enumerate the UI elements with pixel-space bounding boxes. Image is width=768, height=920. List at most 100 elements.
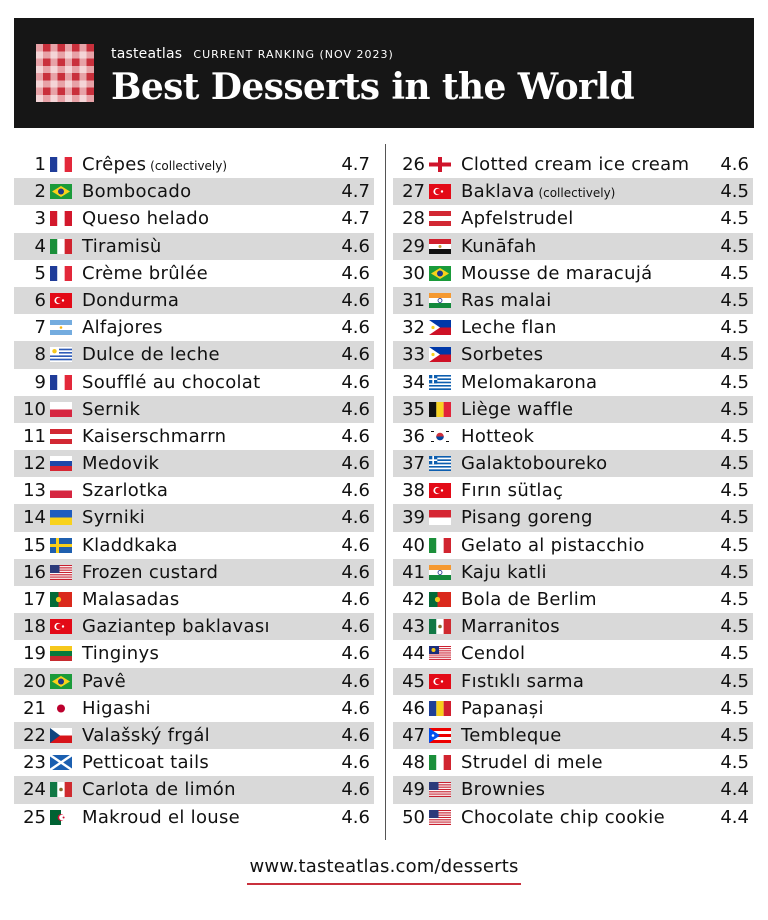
rating-value: 4.6 [341, 317, 370, 339]
dessert-name[interactable]: Baklava (collectively) [461, 178, 615, 207]
rating-value: 4.6 [341, 752, 370, 774]
dessert-name[interactable]: Higashi [82, 695, 151, 722]
flag-usa-icon [429, 782, 451, 798]
ranking-row: 21 Higashi 4.6 [14, 695, 374, 722]
rating-value: 4.6 [341, 262, 370, 284]
brand-row: tasteatlas CURRENT RANKING (NOV 2023) [111, 43, 394, 62]
dessert-name[interactable]: Sorbetes [461, 341, 543, 368]
dessert-name[interactable]: Kaiserschmarrn [82, 423, 226, 450]
dessert-name-text: Fırın sütlaç [461, 480, 564, 502]
dessert-name[interactable]: Gaziantep baklavası [82, 613, 270, 640]
dessert-name[interactable]: Marranitos [461, 613, 560, 640]
flag-poland-icon [50, 483, 72, 499]
dessert-name[interactable]: Crème brûlée [82, 260, 208, 287]
dessert-name-text: Melomakarona [461, 371, 598, 393]
dessert-name-text: Crêpes [82, 154, 147, 175]
flag-france-icon [50, 157, 72, 172]
dessert-name[interactable]: Syrniki [82, 504, 145, 531]
dessert-name[interactable]: Clotted cream ice cream [461, 151, 689, 178]
rank-number: 35 [402, 398, 425, 420]
dessert-name[interactable]: Carlota de limón [82, 776, 236, 803]
flag-portugal-icon [429, 592, 451, 607]
ranking-row: 18 Gaziantep baklavası 4.6 [14, 613, 374, 641]
dessert-name[interactable]: Strudel di mele [461, 749, 603, 776]
dessert-name-text: Carlota de limón [82, 779, 236, 801]
rating-value: 4.7 [341, 154, 370, 175]
dessert-name[interactable]: Szarlotka [82, 477, 168, 504]
dessert-name[interactable]: Alfajores [82, 314, 163, 341]
dessert-name[interactable]: Pavê [82, 668, 126, 695]
ranking-row: 31 Ras malai 4.5 [393, 286, 753, 315]
rank-number: 47 [402, 724, 425, 746]
flag-romania-icon [429, 700, 451, 716]
ranking-row: 43 Marranitos 4.5 [393, 613, 753, 641]
rating-value: 4.5 [720, 752, 749, 774]
dessert-name[interactable]: Medovik [82, 450, 159, 477]
rating-value: 4.5 [720, 262, 749, 284]
ranking-row: 28 Apfelstrudel 4.5 [393, 205, 753, 232]
dessert-name-text: Dulce de leche [82, 344, 220, 366]
dessert-name[interactable]: Ras malai [461, 287, 552, 314]
ranking-row: 2 Bombocado 4.7 [14, 178, 374, 206]
dessert-name[interactable]: Malasadas [82, 586, 180, 613]
page-title: Best Desserts in the World [111, 66, 635, 108]
dessert-name[interactable]: Makroud el louse [82, 804, 240, 831]
dessert-name[interactable]: Kaju katli [461, 559, 547, 586]
dessert-name[interactable]: Crêpes (collectively) [82, 151, 227, 180]
dessert-name[interactable]: Bola de Berlim [461, 586, 597, 613]
dessert-name[interactable]: Sernik [82, 396, 140, 423]
dessert-name[interactable]: Kladdkaka [82, 532, 178, 559]
ranking-row: 41 Kaju katli 4.5 [393, 558, 753, 586]
dessert-name-text: Kunāfah [461, 235, 537, 257]
dessert-name[interactable]: Leche flan [461, 314, 557, 341]
dessert-name[interactable]: Petticoat tails [82, 749, 209, 776]
dessert-name-text: Valašský frgál [82, 724, 210, 746]
rank-number: 21 [23, 697, 46, 719]
dessert-name[interactable]: Dondurma [82, 287, 179, 314]
rating-value: 4.5 [720, 670, 749, 692]
dessert-name[interactable]: Liège waffle [461, 396, 573, 423]
rating-value: 4.6 [341, 779, 370, 801]
flag-philippines-icon [429, 347, 451, 363]
dessert-name-text: Cendol [461, 643, 526, 665]
dessert-name[interactable]: Hotteok [461, 423, 534, 450]
dessert-name[interactable]: Dulce de leche [82, 341, 220, 368]
dessert-name-text: Tiramisù [82, 235, 162, 257]
dessert-name[interactable]: Brownies [461, 776, 545, 803]
dessert-name[interactable]: Frozen custard [82, 559, 218, 586]
dessert-name[interactable]: Mousse de maracujá [461, 260, 652, 287]
dessert-name[interactable]: Chocolate chip cookie [461, 804, 665, 831]
dessert-name[interactable]: Apfelstrudel [461, 205, 574, 232]
ranking-row: 50 Chocolate chip cookie 4.4 [393, 804, 753, 831]
dessert-name[interactable]: Papanași [461, 695, 544, 722]
dessert-name[interactable]: Cendol [461, 640, 525, 667]
dessert-name[interactable]: Tinginys [82, 640, 159, 667]
dessert-name[interactable]: Fıstıklı sarma [461, 668, 584, 695]
dessert-name[interactable]: Valašský frgál [82, 722, 210, 749]
flag-italy-icon [429, 537, 451, 553]
dessert-name[interactable]: Melomakarona [461, 369, 597, 396]
dessert-name[interactable]: Tiramisù [82, 233, 162, 260]
dessert-name[interactable]: Galaktoboureko [461, 450, 607, 477]
dessert-name[interactable]: Pisang goreng [461, 504, 593, 531]
flag-india-icon [429, 564, 451, 580]
dessert-name-text: Frozen custard [82, 561, 219, 583]
dessert-name[interactable]: Fırın sütlaç [461, 477, 563, 504]
dessert-name[interactable]: Kunāfah [461, 233, 537, 260]
ranking-row: 39 Pisang goreng 4.5 [393, 504, 753, 532]
ranking-row: 25 Makroud el louse 4.6 [14, 804, 374, 831]
rank-number: 49 [402, 779, 425, 801]
footer-link[interactable]: www.tasteatlas.com/desserts [249, 856, 519, 877]
ranking-row: 1 Crêpes (collectively) 4.7 [14, 151, 374, 178]
dessert-name[interactable]: Gelato al pistacchio [461, 532, 645, 559]
dessert-name[interactable]: Queso helado [82, 205, 209, 232]
dessert-name[interactable]: Soufflé au chocolat [82, 369, 261, 396]
dessert-note: (collectively) [146, 159, 228, 173]
dessert-name[interactable]: Tembleque [461, 722, 562, 749]
ranking-row: 46 Papanași 4.5 [393, 695, 753, 722]
ranking-row: 38 Fırın sütlaç 4.5 [393, 477, 753, 504]
ranking-row: 40 Gelato al pistacchio 4.5 [393, 532, 753, 559]
dessert-name[interactable]: Bombocado [82, 178, 191, 205]
rank-number: 10 [23, 398, 46, 420]
rank-number: 9 [34, 371, 46, 393]
